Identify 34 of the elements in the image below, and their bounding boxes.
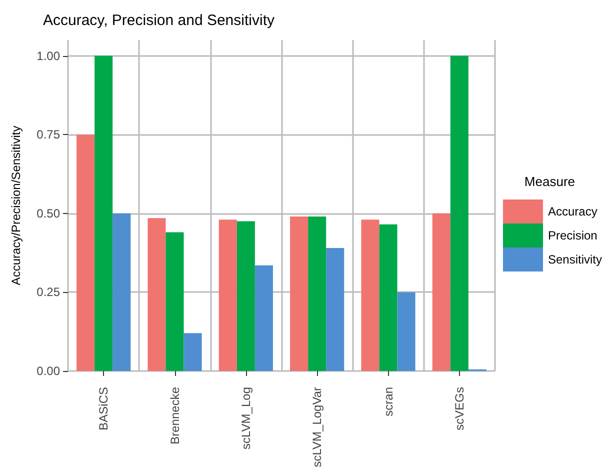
y-tick-label: 1.00 <box>36 48 60 63</box>
bar <box>397 292 416 371</box>
bar <box>326 248 344 371</box>
bar <box>218 220 237 371</box>
legend-label: Sensitivity <box>548 252 602 266</box>
bar <box>166 232 184 371</box>
y-axis-title: Accuracy/Precision/Sensitivity <box>9 126 23 286</box>
x-tick-label: scLVM_LogVar <box>310 387 324 468</box>
bar <box>254 265 273 371</box>
x-tick-label: scVEGs <box>452 387 466 430</box>
bar <box>379 224 398 371</box>
x-tick-label: BASiCS <box>96 387 111 430</box>
x-tick-label: Brennecke <box>168 386 182 444</box>
bar <box>450 56 468 371</box>
bar <box>112 213 131 371</box>
y-tick-label: 0.25 <box>36 285 60 300</box>
legend-label: Accuracy <box>548 204 598 218</box>
bar <box>308 216 326 371</box>
legend-title: Measure <box>524 174 575 189</box>
y-tick-label: 0.50 <box>36 206 60 220</box>
y-tick-label: 0.00 <box>36 364 60 378</box>
y-tick-label: 0.75 <box>36 128 60 142</box>
bar <box>290 216 308 371</box>
legend-label: Precision <box>548 228 598 242</box>
bar <box>432 213 450 371</box>
bar <box>236 221 255 371</box>
bar <box>76 134 95 371</box>
bar <box>361 220 380 371</box>
x-tick-label: scLVM_Log <box>238 387 253 450</box>
bar <box>148 218 166 371</box>
bar <box>94 56 113 371</box>
bar <box>184 333 202 371</box>
chart-title: Accuracy, Precision and Sensitivity <box>43 12 275 29</box>
x-tick-label: scran <box>381 387 396 416</box>
